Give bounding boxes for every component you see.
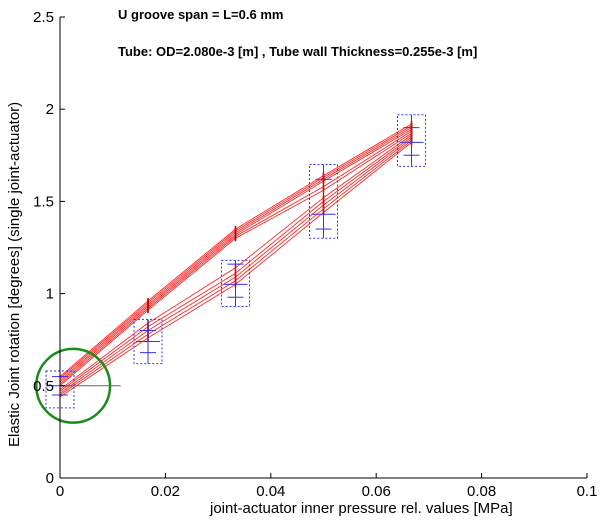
annotation-span: U groove span = L=0.6 mm [118,7,283,22]
y-tick-label-3: 1 [46,286,54,303]
axis-layer: 0 0.02 0.04 0.06 0.08 0.1 0 0.5 1 1.5 2 2.5 [33,9,597,500]
x-tick-label-5: 0.08 [467,483,496,500]
y-tick-label-4: 1.5 [33,193,54,210]
annotation-tube: Tube: OD=2.080e-3 [m] , Tube wall Thickn… [118,44,477,59]
x-tick-label-4: 0.06 [362,483,391,500]
highlight-circle [35,347,112,424]
y-tick-label-2: 0.5 [33,378,54,395]
x-tick-label-2: 0.02 [151,483,180,500]
y-tick-label-6: 2.5 [33,9,54,26]
x-tick-label-1: 0 [56,483,64,500]
y-tick-label-5: 2 [46,101,54,118]
y-tick-label-1: 0 [46,470,54,487]
x-axis-label: joint-actuator inner pressure rel. value… [209,500,513,517]
x-tick-label-3: 0.04 [256,483,285,500]
x-tick-label-6: 0.1 [577,483,598,500]
y-axis-label: Elastic Joint rotation [degrees] (single… [6,102,23,447]
data-layer [35,114,427,424]
